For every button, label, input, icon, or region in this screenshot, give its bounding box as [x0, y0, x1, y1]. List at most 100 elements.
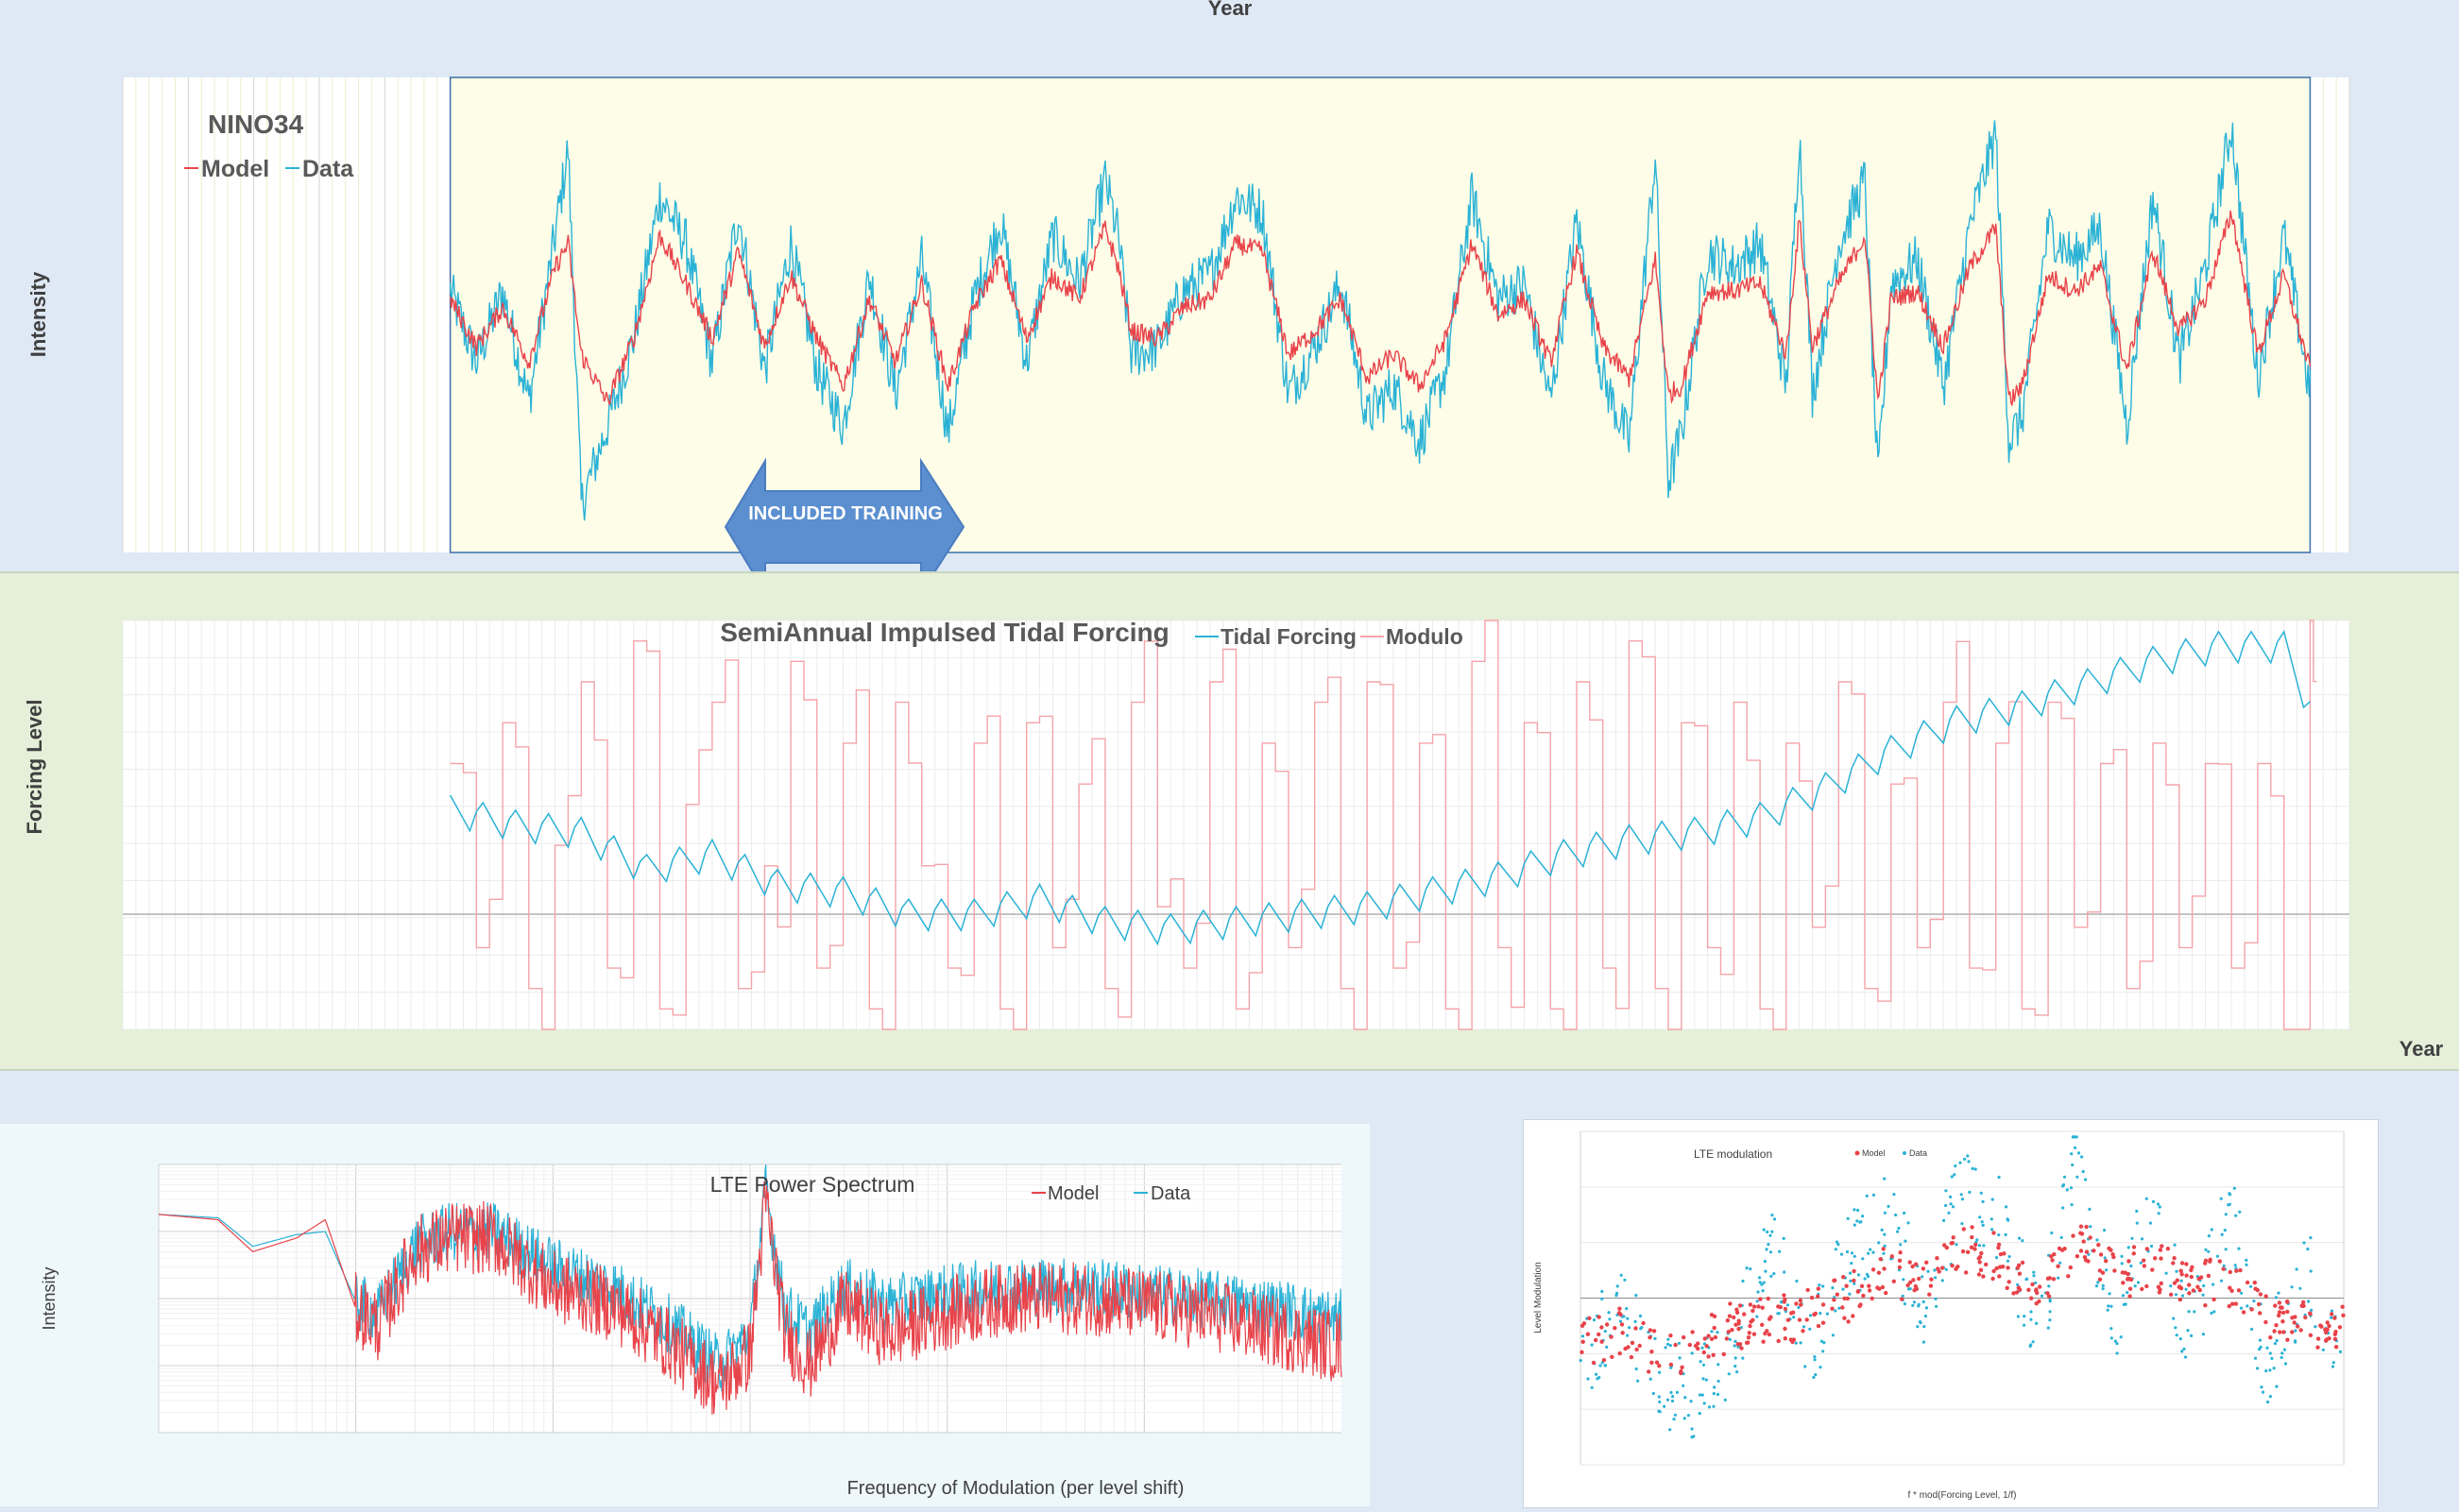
modulation-point-data: [2084, 1178, 2088, 1181]
modulation-point-data: [1990, 1228, 1994, 1232]
modulation-point-data: [2180, 1350, 2184, 1353]
modulation-point-model: [2006, 1280, 2011, 1284]
modulation-point-data: [1924, 1306, 1928, 1310]
modulation-point-model: [2290, 1330, 2295, 1334]
modulation-point-model: [1702, 1336, 1707, 1341]
nino34-chart: Year Intensity NINO34 Model Data INCLUDE…: [26, 0, 2350, 597]
modulation-point-data: [1614, 1294, 1618, 1298]
modulation-point-data: [1825, 1312, 1829, 1316]
modulation-point-data: [2095, 1238, 2099, 1242]
modulation-point-data: [2126, 1291, 2129, 1295]
modulation-point-data: [2075, 1175, 2079, 1179]
modulation-point-data: [2124, 1302, 2127, 1306]
modulation-point-data: [2252, 1300, 2256, 1303]
modulation-point-data: [2025, 1277, 2029, 1281]
modulation-point-data: [1994, 1256, 1999, 1260]
modulation-point-model: [1889, 1254, 1894, 1259]
modulation-point-model: [2318, 1323, 2323, 1328]
modulation-point-data: [1919, 1321, 1922, 1325]
modulation-point-data: [2234, 1214, 2238, 1217]
modulation-point-data: [2101, 1283, 2105, 1287]
modulation-point-model: [1725, 1318, 1730, 1323]
modulation-point-model: [1881, 1247, 1886, 1251]
modulation-point-model: [1870, 1267, 1876, 1272]
modulation-point-model: [1966, 1249, 1971, 1254]
modulation-point-model: [1857, 1303, 1862, 1309]
tidal-title: SemiAnnual Impulsed Tidal Forcing: [720, 618, 1170, 647]
modulation-point-model: [1704, 1344, 1709, 1349]
modulation-point-data: [2280, 1355, 2283, 1360]
modulation-point-model: [1976, 1272, 1982, 1277]
modulation-point-data: [2108, 1292, 2111, 1296]
modulation-point-model: [2098, 1252, 2104, 1257]
modulation-point-model: [2126, 1259, 2131, 1264]
modulation-point-data: [2331, 1365, 2335, 1368]
modulation-point-model: [1630, 1340, 1635, 1346]
legend-data-label: Data: [302, 156, 354, 182]
modulation-point-data: [1768, 1233, 1772, 1237]
modulation-point-model: [2298, 1328, 2303, 1333]
modulation-point-data: [2169, 1284, 2173, 1288]
nino34-panel: Year Intensity NINO34 Model Data INCLUDE…: [0, 0, 2459, 597]
modulation-point-model: [2112, 1268, 2117, 1273]
modulation-point-model: [1673, 1342, 1678, 1348]
modulation-point-data: [1921, 1275, 1924, 1279]
modulation-point-model: [2104, 1259, 2109, 1264]
modulation-point-model: [2088, 1235, 2092, 1240]
tidal-x-axis-label: Year: [2399, 1037, 2444, 1061]
modulation-point-data: [1657, 1395, 1661, 1399]
modulation-point-data: [1763, 1260, 1767, 1264]
modulation-point-model: [1907, 1260, 1912, 1265]
modulation-point-model: [1977, 1260, 1982, 1265]
modulation-point-data: [1883, 1244, 1887, 1248]
modulation-point-model: [2233, 1301, 2239, 1306]
modulation-point-model: [2203, 1261, 2208, 1266]
modulation-point-model: [2034, 1287, 2039, 1292]
modulation-point-model: [2272, 1329, 2277, 1334]
modulation-point-model: [1846, 1319, 1851, 1324]
modulation-point-model: [2045, 1276, 2051, 1281]
modulation-point-model: [1734, 1307, 1739, 1312]
modulation-point-model: [1891, 1279, 1896, 1283]
modulation-point-data: [1808, 1327, 1812, 1331]
modulation-point-model: [1907, 1280, 1913, 1285]
modulation-point-data: [2310, 1308, 2314, 1312]
modulation-point-model: [2325, 1320, 2330, 1325]
modulation-point-data: [1981, 1223, 1985, 1227]
modulation-point-data: [2307, 1300, 2311, 1303]
modulation-point-model: [1790, 1310, 1796, 1315]
modulation-point-model: [2228, 1269, 2232, 1275]
modulation-point-model: [2049, 1254, 2054, 1259]
modulation-point-data: [2264, 1369, 2268, 1373]
modulation-point-data: [2048, 1300, 2052, 1303]
modulation-point-model: [2144, 1283, 2149, 1289]
modulation-point-model: [1591, 1360, 1597, 1366]
modulation-point-model: [2234, 1268, 2239, 1273]
modulation-point-data: [1758, 1276, 1762, 1280]
modulation-point-data: [1906, 1221, 1910, 1225]
modulation-point-model: [1960, 1249, 1966, 1254]
modulation-point-data: [1950, 1175, 1954, 1179]
modulation-point-data: [1733, 1339, 1737, 1343]
nino34-y-axis-label: Intensity: [26, 271, 50, 357]
modulation-point-data: [1634, 1367, 1638, 1371]
modulation-point-model: [2092, 1249, 2096, 1253]
modulation-point-data: [1955, 1243, 1958, 1247]
modulation-point-model: [1580, 1323, 1585, 1328]
modulation-point-model: [2171, 1261, 2176, 1266]
modulation-point-model: [2059, 1248, 2065, 1252]
modulation-point-model: [1970, 1234, 1974, 1240]
modulation-point-data: [1797, 1305, 1801, 1310]
modulation-point-model: [2127, 1294, 2132, 1299]
modulation-point-data: [2193, 1310, 2196, 1314]
modulation-point-data: [2106, 1308, 2109, 1312]
modulation-point-data: [1600, 1289, 1604, 1294]
modulation-point-data: [1760, 1283, 1764, 1286]
modulation-point-data: [1749, 1267, 1752, 1271]
modulation-point-model: [2128, 1277, 2134, 1283]
modulation-point-data: [2144, 1197, 2148, 1200]
modulation-point-model: [2160, 1244, 2164, 1249]
modulation-point-model: [2144, 1247, 2149, 1251]
modulation-point-data: [2094, 1284, 2099, 1288]
nino34-series-model: [449, 210, 2312, 406]
